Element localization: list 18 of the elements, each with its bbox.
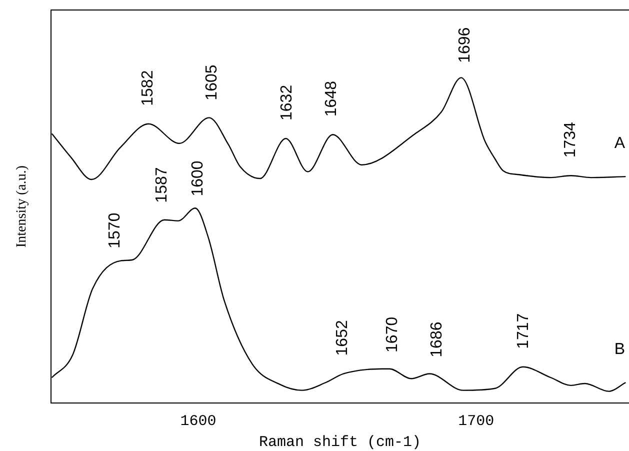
annotation: 1582 xyxy=(140,70,157,106)
annotation: 1605 xyxy=(204,64,221,100)
annotation: 1600 xyxy=(190,160,207,196)
annotation: 1632 xyxy=(278,84,296,121)
annotation: 1734 xyxy=(562,122,580,158)
y-axis-title: Intensity (a.u.) xyxy=(14,165,30,248)
annotation: 1696 xyxy=(456,27,474,63)
series-label: A xyxy=(614,134,626,152)
x-axis-title: Raman shift (cm-1) xyxy=(258,434,422,451)
annotation: 1686 xyxy=(428,322,446,358)
annotation: 1670 xyxy=(384,316,402,352)
series-label: B xyxy=(614,340,625,358)
annotation: 1570 xyxy=(106,212,124,248)
annotation: 1587 xyxy=(154,167,171,203)
annotation: 1652 xyxy=(334,320,352,356)
x-tick-label: 1700 xyxy=(458,412,494,430)
annotation: 1717 xyxy=(514,313,532,349)
annotation: 1648 xyxy=(323,80,340,117)
